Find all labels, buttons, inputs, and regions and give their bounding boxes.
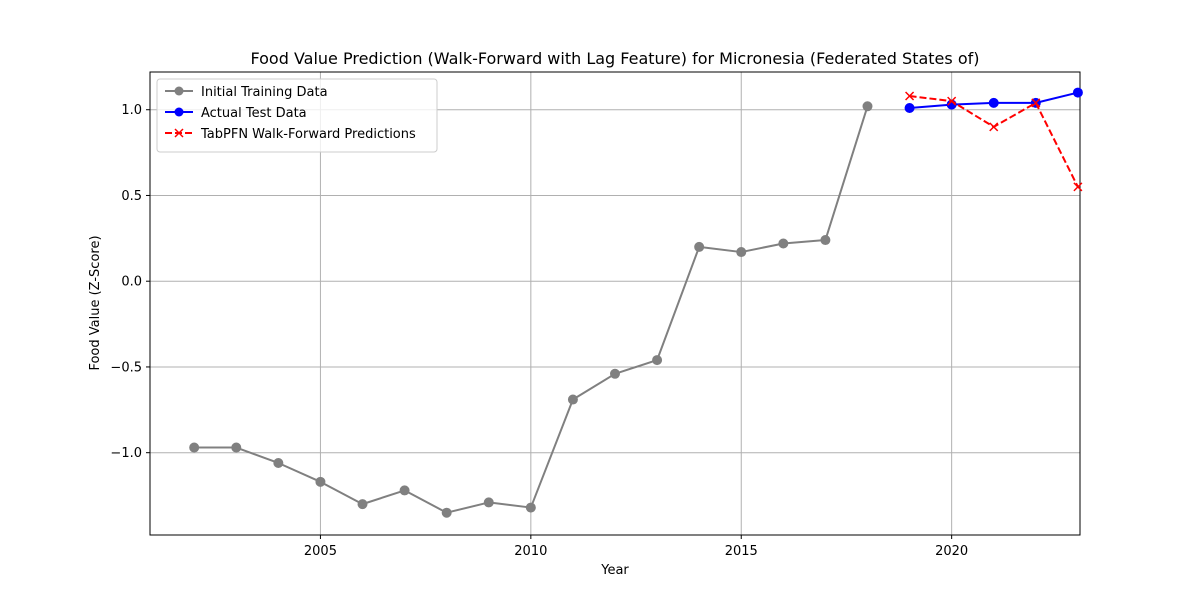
data-point [273,457,284,468]
data-point [1073,182,1083,192]
series-layer [189,87,1083,518]
data-point [231,442,242,453]
data-point [905,91,915,101]
legend-label: Actual Test Data [201,106,307,121]
chart-title: Food Value Prediction (Walk-Forward with… [251,49,980,68]
x-tick-label: 2010 [514,544,547,559]
data-point [610,368,620,379]
y-tick-label: −1.0 [110,446,142,461]
axes: 2005 2010 2015 2020 −1.0 −0.5 0.0 0.5 1.0 [110,71,1081,559]
data-point [567,394,578,405]
data-point [988,97,999,108]
data-point [441,507,452,518]
legend-marker [174,107,184,117]
legend-entry: Initial Training Data [165,85,328,100]
legend-box [156,78,438,153]
y-tick-label: 0.0 [121,275,142,290]
legend-label: TabPFN Walk-Forward Predictions [200,127,416,142]
x-tick-label: 2015 [725,544,758,559]
data-point [357,499,368,510]
legend: Initial Training Data Actual Test Data Tab… [156,78,438,153]
data-point [483,497,494,508]
data-point [820,235,831,246]
data-point [189,442,200,453]
data-point [1031,98,1041,108]
data-point [315,476,326,487]
data-point [904,103,915,114]
plot-frame [149,71,1081,536]
data-point [862,101,873,112]
y-tick-label: −0.5 [110,360,142,375]
data-point [989,122,999,132]
legend-marker [174,86,184,96]
data-point [652,355,663,366]
y-tick-label: 0.5 [121,189,142,204]
legend-entry: TabPFN Walk-Forward Predictions [165,127,416,142]
x-tick-label: 2005 [304,544,337,559]
data-point [778,238,789,249]
y-axis-label: Food Value (Z-Score) [88,235,103,370]
data-point [694,241,705,252]
legend-marker [174,128,184,138]
x-axis-label: Year [600,563,629,578]
data-point [1072,87,1083,98]
y-tick-label: 1.0 [121,103,142,118]
x-tick-label: 2020 [935,544,968,559]
series-2 [905,91,1083,192]
legend-label: Initial Training Data [201,85,328,100]
data-point [947,96,957,106]
series-0 [189,101,873,518]
data-point [736,247,747,258]
data-point [525,502,536,513]
data-point [399,485,410,496]
legend-entry: Actual Test Data [165,106,307,121]
